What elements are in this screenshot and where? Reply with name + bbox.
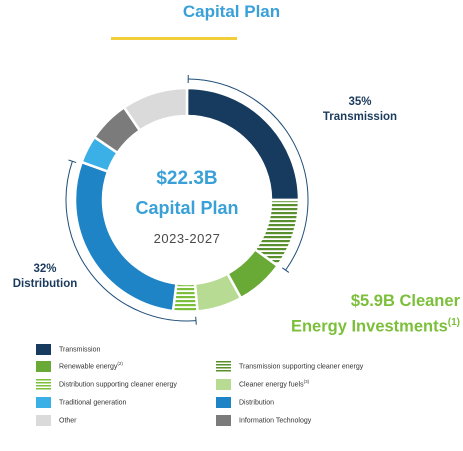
transmission-callout: 35% Transmission <box>305 95 415 125</box>
legend-item-transmission-clean: Transmission supporting cleaner energy <box>216 359 363 373</box>
legend-label: Distribution <box>239 399 275 407</box>
transmission-percent: 35% <box>348 96 372 108</box>
cleaner-energy-callout: $5.9B Cleaner Energy Investments(1) <box>246 290 460 338</box>
distribution-label: Distribution <box>12 278 78 290</box>
center-total-amount: $22.3B <box>156 168 218 189</box>
legend-label: Cleaner energy fuels <box>239 381 304 389</box>
title-underline <box>111 37 237 40</box>
legend-item-clean-fuels: Cleaner energy fuels(3) <box>216 377 309 391</box>
legend-label: Information Technology <box>239 417 312 425</box>
legend-label: Transmission supporting cleaner energy <box>239 363 364 371</box>
distribution-percent: 32% <box>33 263 57 275</box>
legend-label: Traditional generation <box>59 399 127 407</box>
center-period: 2023-2027 <box>153 231 221 246</box>
donut-slices <box>73 86 301 314</box>
legend-label: Distribution supporting cleaner energy <box>59 381 177 389</box>
cleaner-energy-footnote: (1) <box>447 317 460 328</box>
legend-item-renewable: Renewable energy(2) <box>36 359 123 373</box>
legend-swatch <box>36 414 51 426</box>
cleaner-energy-label: Energy Investments <box>290 317 448 336</box>
distribution-bracket <box>65 159 197 325</box>
legend-label: Renewable energy <box>59 363 118 371</box>
cleaner-energy-amount: $5.9B Cleaner <box>350 292 460 310</box>
distribution-callout: 32% Distribution <box>4 262 86 292</box>
legend-item-info-tech: Information Technology <box>216 413 311 427</box>
legend-item-transmission: Transmission <box>36 342 100 356</box>
legend-label: Other <box>59 417 77 425</box>
transmission-label: Transmission <box>322 111 398 123</box>
legend-swatch <box>36 343 51 355</box>
legend-swatch <box>216 396 231 408</box>
legend-swatch <box>36 396 51 408</box>
legend-item-distribution-clean: Distribution supporting cleaner energy <box>36 377 177 391</box>
center-plan-label: Capital Plan <box>135 198 239 218</box>
legend-item-distribution: Distribution <box>216 395 274 409</box>
legend-item-other: Other <box>36 413 77 427</box>
legend-swatch <box>216 360 231 372</box>
legend-item-traditional: Traditional generation <box>36 395 126 409</box>
legend-swatch <box>36 360 51 372</box>
legend-label: Transmission <box>59 346 101 354</box>
donut-slice-other <box>122 86 189 133</box>
transmission-bracket <box>187 75 309 273</box>
page-title: Capital Plan <box>182 2 281 21</box>
callout-brackets <box>65 75 309 325</box>
legend-swatch <box>36 378 51 390</box>
legend-swatch <box>216 414 231 426</box>
legend-swatch <box>216 378 231 390</box>
